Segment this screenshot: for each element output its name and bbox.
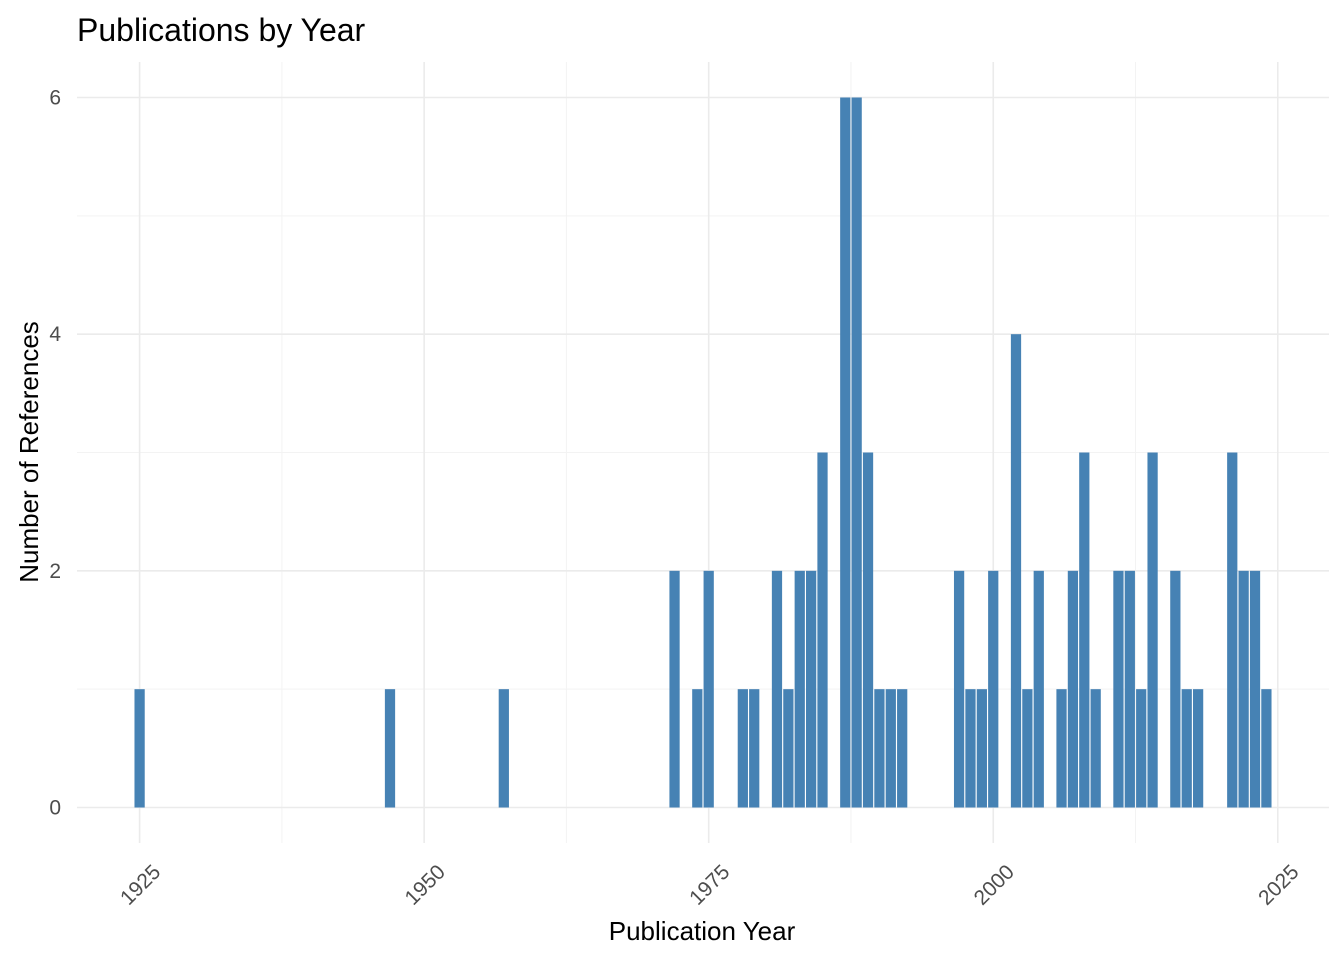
bar-1984 <box>806 570 817 808</box>
bar-1925 <box>134 689 145 808</box>
bar-2021 <box>1227 452 1238 808</box>
bar-2007 <box>1067 570 1079 808</box>
bar-2018 <box>1192 689 1204 808</box>
x-tick-label: 2000 <box>970 860 1019 909</box>
bar-1957 <box>498 689 509 808</box>
bar-1978 <box>737 689 748 808</box>
bar-2022 <box>1238 570 1249 808</box>
bar-1981 <box>771 570 783 808</box>
bar-1985 <box>817 452 828 808</box>
bar-2017 <box>1181 689 1192 808</box>
bar-1975 <box>703 570 714 808</box>
x-axis-title: Publication Year <box>609 916 796 946</box>
bar-1983 <box>794 570 805 808</box>
y-tick-label: 4 <box>49 323 61 346</box>
y-tick-label: 0 <box>49 797 61 820</box>
bar-1974 <box>692 689 703 808</box>
bar-2002 <box>1010 334 1022 808</box>
bar-1990 <box>874 689 885 808</box>
bar-1992 <box>897 689 908 808</box>
bar-1979 <box>749 689 760 808</box>
bar-2000 <box>988 570 999 808</box>
x-tick-label: 2025 <box>1254 860 1303 909</box>
x-tick-labels: 1925 1950 1975 2000 2025 <box>116 860 1303 909</box>
bar-2008 <box>1079 452 1090 808</box>
bar-2004 <box>1033 570 1044 808</box>
y-tick-label: 6 <box>49 87 61 110</box>
bar-1999 <box>976 689 987 808</box>
bar-2009 <box>1090 689 1101 808</box>
minor-gridlines <box>77 62 1329 843</box>
x-tick-label: 1975 <box>685 860 734 909</box>
bar-1972 <box>669 570 680 808</box>
chart-title: Publications by Year <box>77 12 366 48</box>
bar-1998 <box>965 689 976 808</box>
bar-1987 <box>840 97 851 808</box>
y-tick-label: 2 <box>49 560 61 583</box>
bar-2016 <box>1170 570 1181 808</box>
bar-2012 <box>1124 570 1135 808</box>
bar-2013 <box>1136 689 1147 808</box>
y-axis-title: Number of References <box>14 321 44 583</box>
bar-2014 <box>1147 452 1158 808</box>
bar-1988 <box>851 97 862 808</box>
bar-2023 <box>1249 570 1261 808</box>
bar-2011 <box>1113 570 1124 808</box>
bar-2003 <box>1022 689 1033 808</box>
bars <box>134 97 1272 808</box>
bar-1947 <box>384 689 396 808</box>
bar-1989 <box>862 452 874 808</box>
bar-2006 <box>1056 689 1067 808</box>
x-tick-label: 1925 <box>116 860 165 909</box>
bar-1997 <box>953 570 965 808</box>
x-tick-label: 1950 <box>401 860 450 909</box>
y-tick-labels: 0 2 4 6 <box>49 87 61 820</box>
bar-1982 <box>783 689 794 808</box>
bar-2024 <box>1261 689 1272 808</box>
bar-1991 <box>885 689 896 808</box>
